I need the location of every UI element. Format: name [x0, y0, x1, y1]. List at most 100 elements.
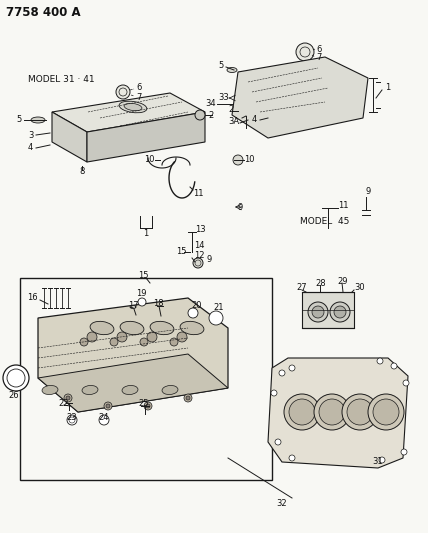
Circle shape: [140, 338, 148, 346]
Circle shape: [373, 399, 399, 425]
Text: 10: 10: [144, 156, 155, 165]
Circle shape: [104, 402, 112, 410]
Circle shape: [106, 404, 110, 408]
Text: 23: 23: [66, 414, 77, 423]
Ellipse shape: [150, 321, 174, 335]
Circle shape: [66, 396, 70, 400]
Text: 3A: 3A: [228, 117, 239, 126]
Circle shape: [279, 370, 285, 376]
Circle shape: [170, 338, 178, 346]
Text: 9: 9: [207, 255, 212, 264]
Text: 21: 21: [213, 303, 223, 312]
Circle shape: [146, 404, 150, 408]
Circle shape: [271, 390, 277, 396]
Text: 4: 4: [252, 116, 257, 125]
Circle shape: [401, 449, 407, 455]
Text: 28: 28: [315, 279, 326, 287]
Text: 34: 34: [205, 100, 216, 109]
Text: 3: 3: [28, 131, 33, 140]
Circle shape: [138, 298, 146, 306]
Polygon shape: [38, 298, 228, 412]
Circle shape: [377, 358, 383, 364]
Text: 14: 14: [194, 240, 205, 249]
Ellipse shape: [162, 385, 178, 394]
Text: 8: 8: [79, 167, 85, 176]
Text: 2: 2: [228, 106, 233, 115]
Circle shape: [80, 338, 88, 346]
Circle shape: [147, 332, 157, 342]
Circle shape: [184, 394, 192, 402]
Circle shape: [99, 415, 109, 425]
Polygon shape: [38, 354, 228, 412]
Circle shape: [289, 399, 315, 425]
Circle shape: [177, 332, 187, 342]
Text: 7: 7: [316, 53, 321, 62]
Text: MODEL  45: MODEL 45: [300, 217, 349, 227]
Polygon shape: [52, 93, 205, 132]
Polygon shape: [302, 292, 354, 328]
Circle shape: [275, 439, 281, 445]
Text: 11: 11: [193, 189, 203, 198]
Ellipse shape: [124, 103, 142, 111]
Text: 15: 15: [138, 271, 149, 280]
Circle shape: [117, 332, 127, 342]
Text: 7: 7: [136, 93, 141, 101]
Circle shape: [284, 394, 320, 430]
Text: 13: 13: [195, 225, 205, 235]
Ellipse shape: [227, 68, 237, 72]
Text: 29: 29: [337, 277, 348, 286]
Polygon shape: [87, 112, 205, 162]
Text: 1: 1: [385, 84, 390, 93]
Circle shape: [379, 457, 385, 463]
Circle shape: [319, 399, 345, 425]
Ellipse shape: [31, 117, 45, 123]
Circle shape: [116, 85, 130, 99]
Circle shape: [296, 43, 314, 61]
Text: 18: 18: [153, 298, 163, 308]
Text: 15: 15: [176, 247, 187, 256]
Text: 31: 31: [372, 456, 383, 465]
Polygon shape: [232, 57, 368, 138]
Text: 7758 400 A: 7758 400 A: [6, 5, 80, 19]
Circle shape: [64, 394, 72, 402]
Text: 5: 5: [16, 116, 21, 125]
Circle shape: [342, 394, 378, 430]
Text: 1: 1: [143, 229, 149, 238]
Circle shape: [3, 365, 29, 391]
Circle shape: [334, 306, 346, 318]
Text: 6: 6: [136, 84, 141, 93]
Text: 11: 11: [338, 201, 348, 211]
Circle shape: [368, 394, 404, 430]
Text: 5: 5: [218, 61, 223, 69]
Circle shape: [67, 415, 77, 425]
Text: 2: 2: [208, 110, 213, 119]
Ellipse shape: [90, 321, 114, 335]
Polygon shape: [52, 112, 87, 162]
Circle shape: [347, 399, 373, 425]
Text: 19: 19: [136, 289, 146, 298]
Circle shape: [233, 155, 243, 165]
Ellipse shape: [180, 321, 204, 335]
Text: 33: 33: [218, 93, 229, 102]
Text: 17: 17: [128, 302, 139, 311]
Text: 27: 27: [296, 284, 306, 293]
Circle shape: [403, 380, 409, 386]
Circle shape: [308, 302, 328, 322]
Text: MODEL 31 · 41: MODEL 31 · 41: [28, 76, 95, 85]
Text: 12: 12: [194, 252, 205, 261]
Text: 32: 32: [276, 499, 287, 508]
Circle shape: [391, 363, 397, 369]
Ellipse shape: [120, 321, 144, 335]
Circle shape: [289, 365, 295, 371]
Polygon shape: [268, 358, 408, 468]
Ellipse shape: [42, 385, 58, 394]
Text: 22: 22: [58, 399, 68, 408]
Ellipse shape: [119, 101, 147, 113]
Circle shape: [144, 402, 152, 410]
Text: 16: 16: [27, 294, 38, 303]
Circle shape: [110, 338, 118, 346]
Text: 6: 6: [316, 44, 321, 53]
Circle shape: [87, 332, 97, 342]
Text: 9: 9: [366, 188, 371, 197]
Text: 20: 20: [191, 302, 202, 311]
